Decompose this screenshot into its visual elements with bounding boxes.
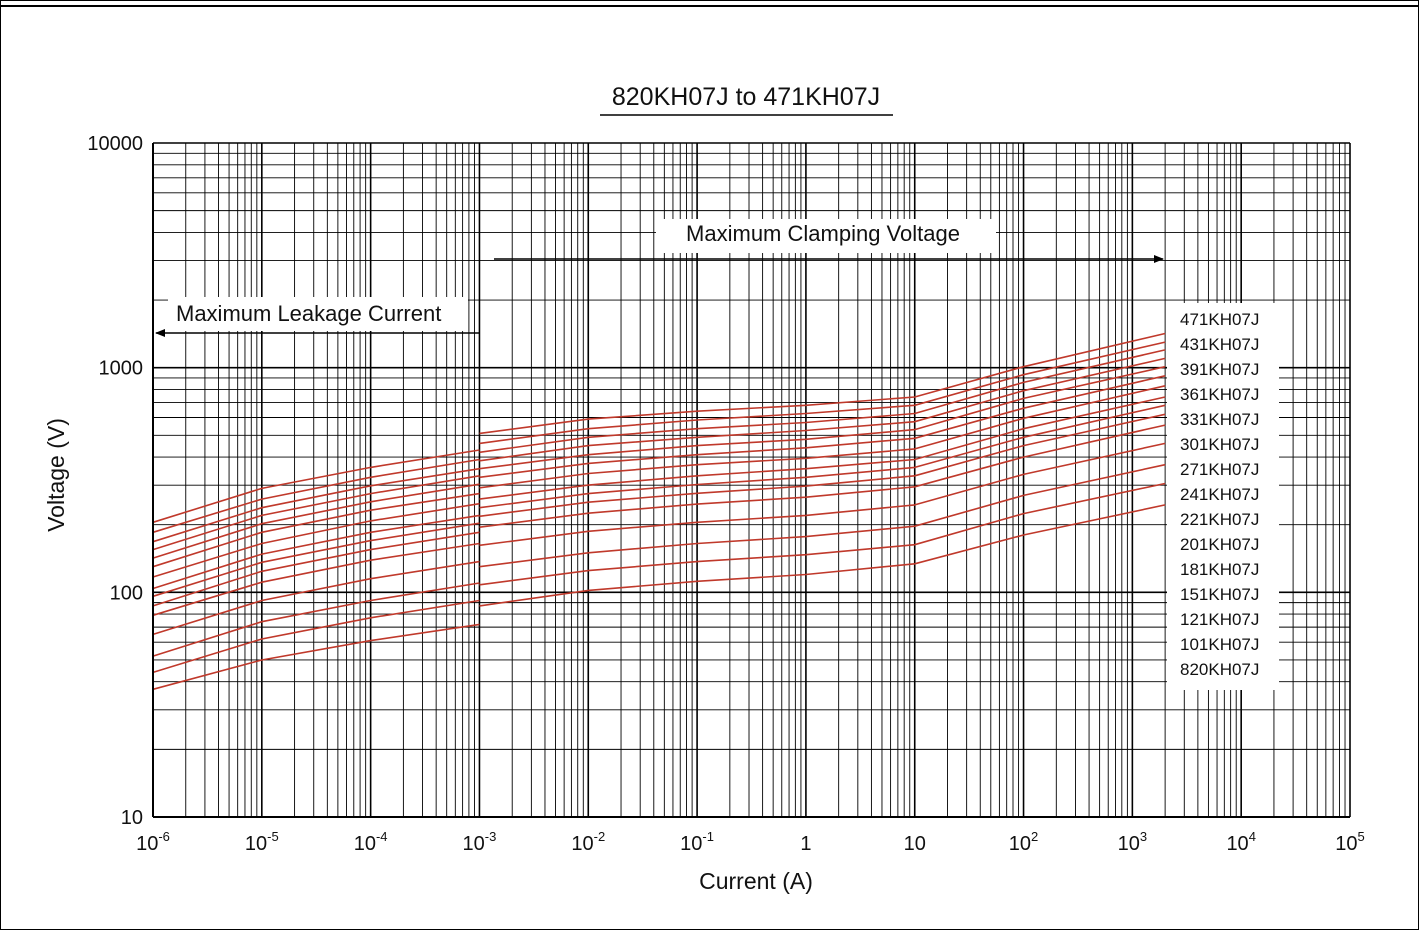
series-line-leakage-431kh07j xyxy=(152,458,480,534)
series-line-clamping-241kh07j xyxy=(479,396,1166,500)
x-tick-label: 10-4 xyxy=(354,829,388,855)
legend-background xyxy=(1167,303,1279,690)
series-line-leakage-361kh07j xyxy=(152,475,480,551)
legend-label: 121KH07J xyxy=(1180,610,1259,629)
legend: 471KH07J 431KH07J 391KH07J 361KH07J 331KH07J… xyxy=(1167,303,1279,690)
x-tick-label: 10-1 xyxy=(680,829,714,855)
series-line-leakage-331kh07j xyxy=(152,483,480,559)
y-tick-label: 10000 xyxy=(87,133,143,155)
clamping-label-background xyxy=(656,219,996,253)
x-tick-label: 10-3 xyxy=(463,829,497,855)
legend-label: 101KH07J xyxy=(1180,635,1259,654)
legend-label: 201KH07J xyxy=(1180,535,1259,554)
series-line-clamping-181kh07j xyxy=(479,424,1166,528)
series-line-clamping-820kh07j xyxy=(479,504,1166,607)
legend-label: 301KH07J xyxy=(1180,435,1259,454)
series-line-clamping-201kh07j xyxy=(479,413,1166,518)
x-axis-title: Current (A) xyxy=(699,868,813,894)
x-tick-label: 10-6 xyxy=(136,829,170,855)
legend-label: 181KH07J xyxy=(1180,560,1259,579)
series-line-clamping-271kh07j xyxy=(479,385,1166,489)
leakage-annotation: Maximum Leakage Current xyxy=(176,301,441,326)
x-tick-label: 102 xyxy=(1009,829,1038,855)
legend-label: 431KH07J xyxy=(1180,335,1259,354)
clamping-annotation: Maximum Clamping Voltage xyxy=(686,221,960,246)
series-line-clamping-331kh07j xyxy=(479,365,1166,470)
annotations: Maximum Leakage Current Maximum Clamping… xyxy=(155,219,1164,337)
legend-label: 391KH07J xyxy=(1180,360,1259,379)
series-line-leakage-301kh07j xyxy=(152,492,480,568)
series-line-leakage-271kh07j xyxy=(152,502,480,578)
series-line-leakage-121kh07j xyxy=(152,582,480,657)
series-line-leakage-151kh07j xyxy=(152,560,480,636)
y-tick-label: 1000 xyxy=(99,358,144,380)
series-line-leakage-471kh07j xyxy=(152,449,480,524)
series-line-leakage-241kh07j xyxy=(152,514,480,590)
series-line-clamping-301kh07j xyxy=(479,375,1166,479)
x-tick-label: 104 xyxy=(1226,829,1255,855)
series-line-leakage-201kh07j xyxy=(152,531,480,607)
series-line-clamping-101kh07j xyxy=(479,482,1166,586)
series-lines xyxy=(152,332,1166,691)
legend-label: 271KH07J xyxy=(1180,460,1259,479)
y-tick-label: 100 xyxy=(110,582,143,604)
series-line-clamping-151kh07j xyxy=(479,442,1166,547)
series-line-leakage-181kh07j xyxy=(152,542,480,617)
x-tick-label: 103 xyxy=(1118,829,1147,855)
x-tick-label: 105 xyxy=(1335,829,1364,855)
series-line-clamping-121kh07j xyxy=(479,463,1166,568)
x-tick-label: 10-5 xyxy=(245,829,279,855)
x-tick-label: 10-2 xyxy=(571,829,605,855)
axes: 10 100 1000 10000 10-6 10-5 10-4 10-3 10-2 10-1 1 1… xyxy=(87,133,1364,855)
legend-label: 221KH07J xyxy=(1180,510,1259,529)
series-line-leakage-221kh07j xyxy=(152,522,480,598)
legend-label: 151KH07J xyxy=(1180,585,1259,604)
chart-title: 820KH07J to 471KH07J xyxy=(612,83,880,111)
y-tick-label: 10 xyxy=(121,807,143,829)
legend-label: 241KH07J xyxy=(1180,485,1259,504)
x-tick-label: 10 xyxy=(904,833,926,855)
frame-top-rule xyxy=(0,5,1419,7)
series-line-clamping-471kh07j xyxy=(479,332,1166,435)
series-line-clamping-221kh07j xyxy=(479,404,1166,509)
legend-label: 471KH07J xyxy=(1180,310,1259,329)
leakage-label-background xyxy=(168,297,468,331)
series-line-clamping-431kh07j xyxy=(479,341,1166,445)
series-line-clamping-361kh07j xyxy=(479,357,1166,462)
series-line-clamping-391kh07j xyxy=(479,349,1166,454)
series-line-leakage-391kh07j xyxy=(152,467,480,543)
x-tick-label: 1 xyxy=(800,833,811,855)
series-line-leakage-101kh07j xyxy=(152,599,480,674)
legend-label: 361KH07J xyxy=(1180,385,1259,404)
y-axis-title: Voltage (V) xyxy=(43,418,69,532)
legend-label: 820KH07J xyxy=(1180,660,1259,679)
legend-label: 331KH07J xyxy=(1180,410,1259,429)
series-line-leakage-820kh07j xyxy=(152,623,480,691)
